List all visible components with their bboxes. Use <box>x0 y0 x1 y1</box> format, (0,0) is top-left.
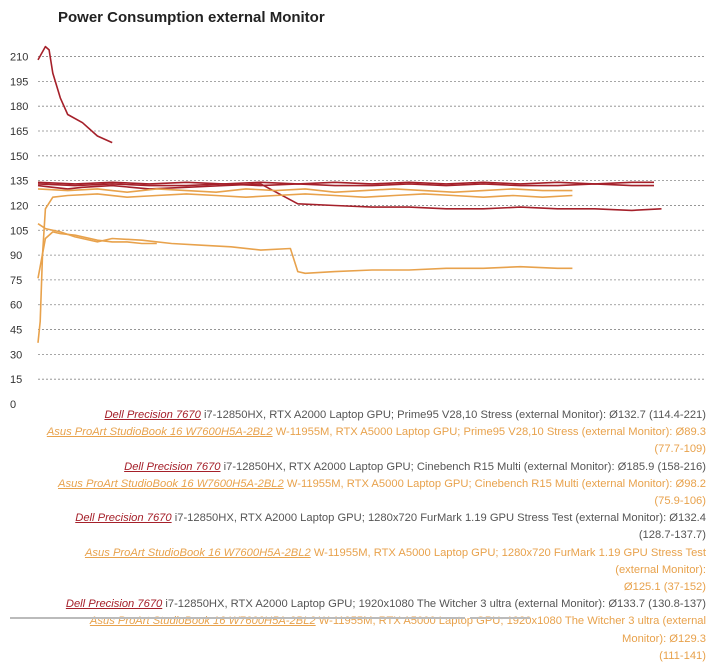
series-line-dell-furmark <box>37 183 654 187</box>
y-tick-label: 135 <box>10 176 28 188</box>
legend-entry-dell-cinebench: Dell Precision 7670 i7-12850HX, RTX A200… <box>46 459 706 476</box>
y-tick-label: 90 <box>10 250 22 262</box>
legend-spec: i7-12850HX, RTX A2000 Laptop GPU; 1280x7… <box>174 512 706 542</box>
legend-entry-asus-prime95: Asus ProArt StudioBook 16 W7600H5A-2BL2 … <box>46 424 706 458</box>
y-tick-label: 60 <box>10 300 22 312</box>
grid-layer <box>38 56 706 380</box>
y-tick-label: 150 <box>10 151 28 163</box>
legend-device-link[interactable]: Asus ProArt StudioBook 16 W7600H5A-2BL2 <box>84 546 311 559</box>
y-axis-ticks: 0 15 30 45 60 75 90 105 120 135 150 165 180 195 210 <box>10 52 28 410</box>
y-tick-label: 75 <box>10 275 22 287</box>
legend-spec: W-11955M, RTX A5000 Laptop GPU; Cinebenc… <box>286 477 706 508</box>
legend-device-link[interactable]: Dell Precision 7670 <box>75 512 172 525</box>
y-tick-label: 30 <box>10 349 22 361</box>
legend-spec: i7-12850HX, RTX A2000 Laptop GPU; Cinebe… <box>223 460 706 473</box>
series-line-asus-witcher <box>37 188 573 193</box>
chart-title: Power Consumption external Monitor <box>58 9 325 26</box>
legend-entry-asus-furmark: Asus ProArt StudioBook 16 W7600H5A-2BL2 … <box>46 545 706 597</box>
y-tick-label: 195 <box>10 76 28 88</box>
legend-device-link[interactable]: Dell Precision 7670 <box>65 598 163 611</box>
y-tick-label: 0 <box>10 399 16 410</box>
horizontal-scrollbar[interactable] <box>10 617 465 619</box>
y-tick-label: 45 <box>10 325 22 337</box>
legend-device-link[interactable]: Dell Precision 7670 <box>104 409 201 421</box>
y-tick-label: 165 <box>10 126 28 138</box>
legend-entry-dell-prime95: Dell Precision 7670 i7-12850HX, RTX A200… <box>46 407 706 424</box>
legend-device-link[interactable]: Asus ProArt StudioBook 16 W7600H5A-2BL2 <box>46 426 273 439</box>
y-tick-label: 180 <box>10 101 28 113</box>
legend-entry-dell-witcher: Dell Precision 7670 i7-12850HX, RTX A200… <box>46 596 706 613</box>
series-line-asus-cinebench <box>37 231 157 279</box>
legend-entry-asus-witcher: Asus ProArt StudioBook 16 W7600H5A-2BL2 … <box>46 613 706 665</box>
y-tick-label: 15 <box>10 374 22 386</box>
y-tick-label: 105 <box>10 225 28 237</box>
series-layer <box>37 45 662 343</box>
legend-spec: W-11955M, RTX A5000 Laptop GPU; 1280x720… <box>313 546 706 576</box>
scrollbar-thumb[interactable] <box>470 617 530 619</box>
legend-device-link[interactable]: Asus ProArt StudioBook 16 W7600H5A-2BL2 <box>58 477 284 490</box>
series-line-dell-prime95 <box>37 183 662 212</box>
legend: Dell Precision 7670 i7-12850HX, RTX A200… <box>46 407 706 665</box>
legend-average: Ø125.1 (37-152) <box>623 581 706 594</box>
series-line-dell-cinebench <box>37 45 113 144</box>
power-consumption-chart: 0 15 30 45 60 75 90 105 120 135 150 165 180 195 210 <box>10 45 706 410</box>
legend-entry-asus-cinebench: Asus ProArt StudioBook 16 W7600H5A-2BL2 … <box>46 476 706 510</box>
series-line-asus-furmark <box>37 193 573 343</box>
series-line-asus-prime95 <box>37 223 573 275</box>
series-line-dell-witcher <box>37 181 654 185</box>
y-tick-label: 120 <box>10 200 28 212</box>
y-tick-label: 210 <box>10 52 28 64</box>
legend-spec: W-11955M, RTX A5000 Laptop GPU; Prime95 … <box>275 426 706 456</box>
legend-spec: i7-12850HX, RTX A2000 Laptop GPU; Prime9… <box>203 409 706 421</box>
legend-average: (111-141) <box>659 649 706 662</box>
legend-device-link[interactable]: Dell Precision 7670 <box>124 460 221 473</box>
legend-entry-dell-furmark: Dell Precision 7670 i7-12850HX, RTX A200… <box>46 510 706 544</box>
legend-spec: i7-12850HX, RTX A2000 Laptop GPU; 1920x1… <box>165 598 706 611</box>
